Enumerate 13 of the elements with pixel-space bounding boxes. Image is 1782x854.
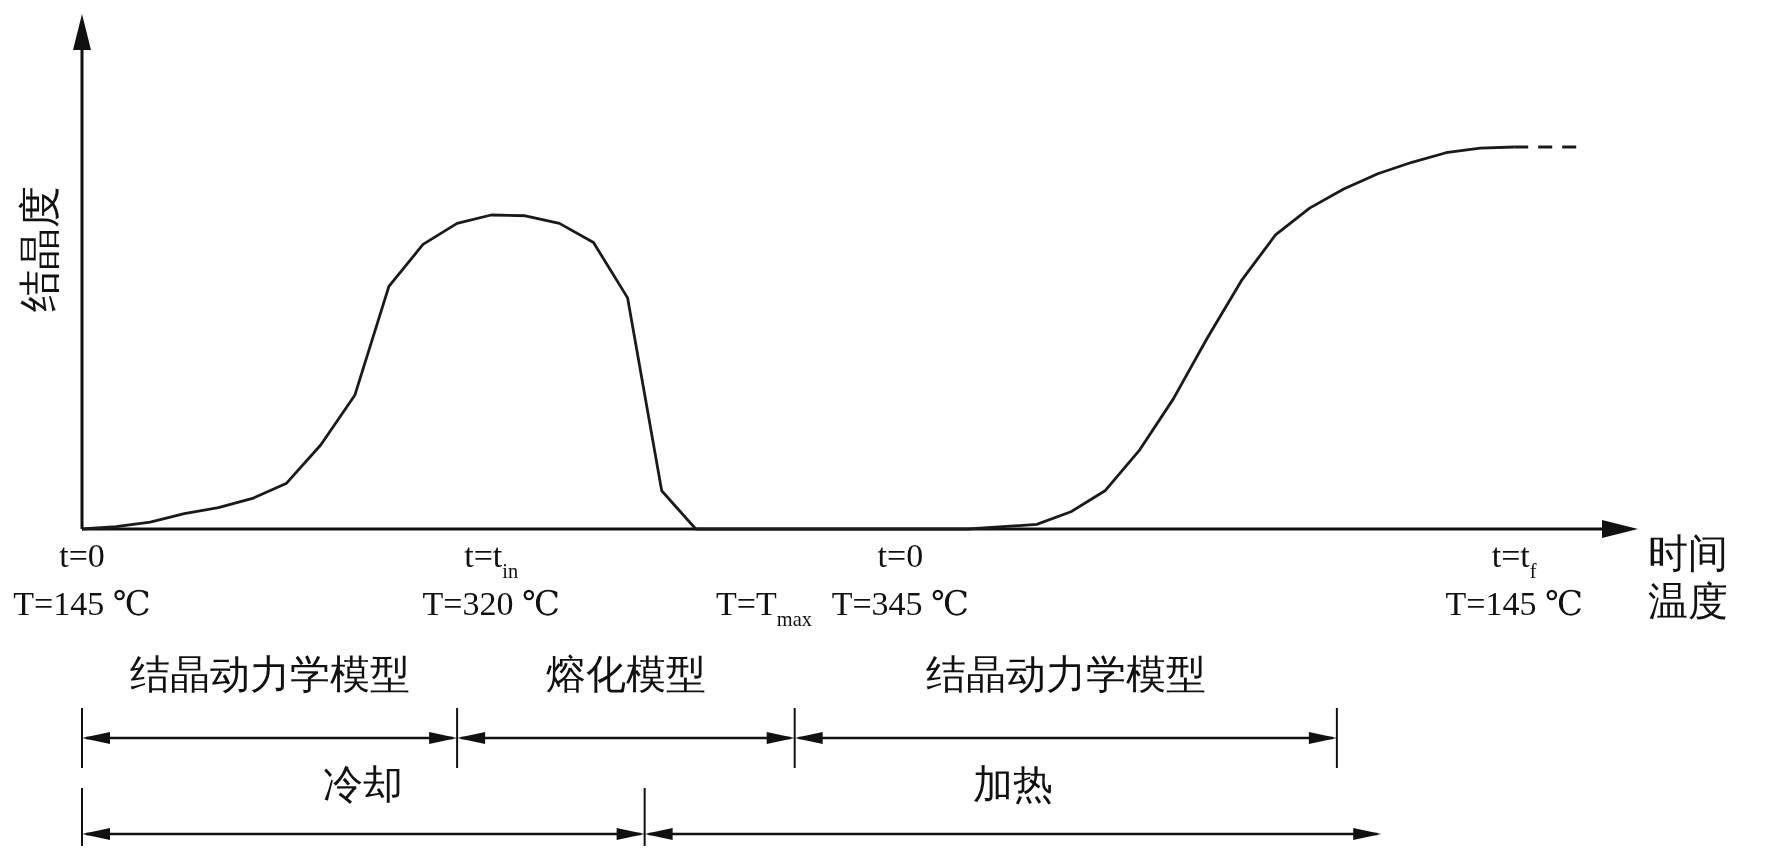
text: 结晶动力学模型: [925, 651, 1206, 697]
text: 温度: [1648, 578, 1728, 624]
text: 结晶动力学模型: [129, 651, 410, 697]
text: 熔化模型: [545, 651, 706, 697]
x-tick-label: t=0 T=345 ℃: [831, 537, 970, 622]
y-axis-title: 结晶度: [15, 185, 64, 312]
x-axis-title: 时间: [1648, 530, 1728, 576]
text: 冷却: [323, 761, 404, 807]
text: 加热: [972, 761, 1053, 807]
x-tick-label: t=t$_{f}$ T=145 ℃: [1445, 537, 1583, 622]
x-tick-label: T=T$_{max}$: [716, 585, 812, 630]
x-tick-label: t=0 T=145 ℃: [13, 537, 151, 622]
x-tick-label: t=t$_{in}$ T=320 ℃: [422, 537, 560, 622]
